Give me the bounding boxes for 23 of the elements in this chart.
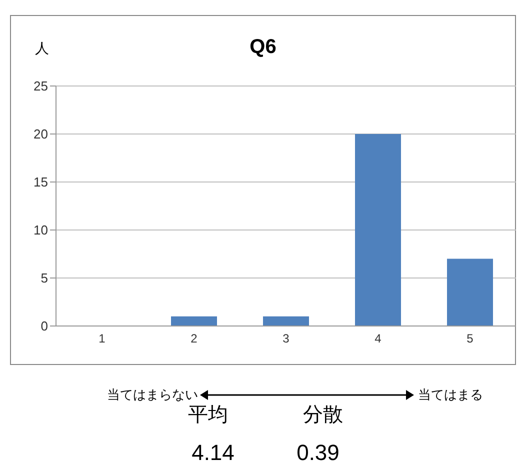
bar xyxy=(355,134,401,326)
x-tick-label: 5 xyxy=(466,332,474,346)
bar xyxy=(263,316,309,326)
text: 0.39 xyxy=(296,440,340,466)
bar xyxy=(447,258,493,326)
text: 4.14 xyxy=(190,440,236,466)
text: 当てはまる xyxy=(418,386,484,404)
text: 分散 xyxy=(302,403,344,428)
bar xyxy=(171,316,217,326)
x-tick-label: 4 xyxy=(374,332,382,346)
y-tick-label: 5 xyxy=(40,270,48,286)
y-tick-label: 25 xyxy=(34,78,48,94)
y-axis-title: 人 xyxy=(35,40,49,58)
chart-title: Q6 xyxy=(250,36,276,58)
y-tick-label: 15 xyxy=(34,174,48,190)
text: 平均 xyxy=(187,403,229,428)
x-tick-label: 1 xyxy=(98,332,106,346)
x-tick-label: 2 xyxy=(190,332,198,346)
y-tick-label: 10 xyxy=(34,222,48,238)
y-tick-label: 20 xyxy=(34,126,48,142)
x-tick-label: 3 xyxy=(282,332,290,346)
text: 当てはまらない xyxy=(106,386,198,404)
y-tick-label: 0 xyxy=(40,318,48,334)
